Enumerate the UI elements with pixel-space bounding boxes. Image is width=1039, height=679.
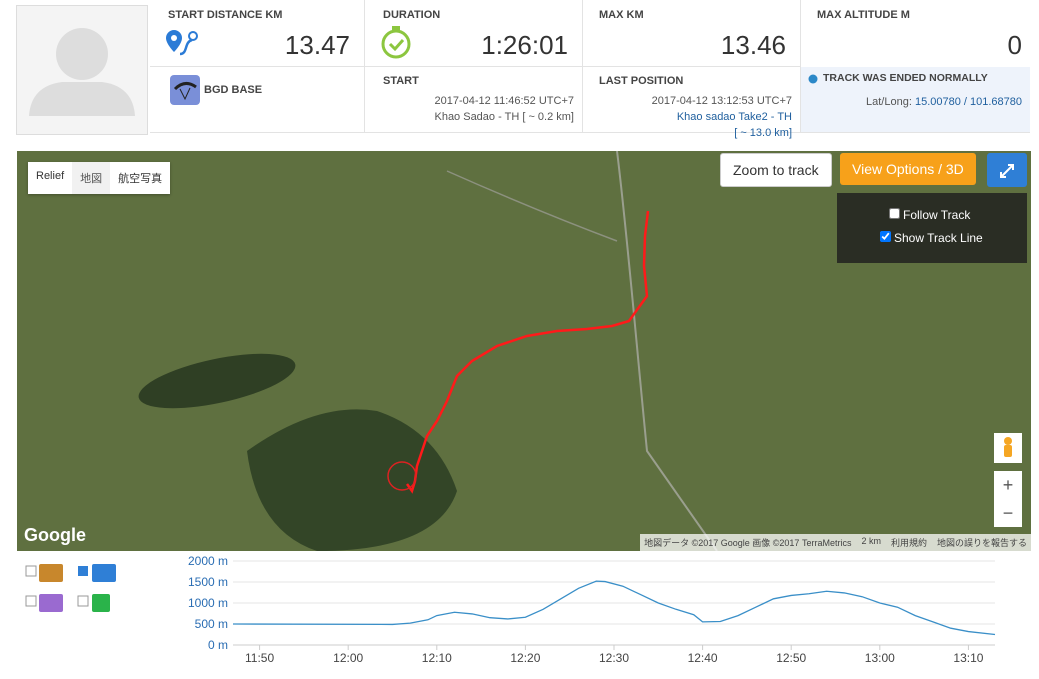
report-link[interactable]: 地図の誤りを報告する: [936, 538, 1027, 548]
x-tick-label: 12:50: [776, 651, 806, 665]
scale: 2 km: [861, 536, 881, 546]
map-type-tabs: Relief 地図 航空写真: [28, 162, 171, 194]
base-name: BGD BASE: [204, 84, 263, 96]
stats-panel: START DISTANCE KM 13.47 DURATION 1:26:01…: [150, 0, 1030, 139]
track-options: Follow Track Show Track Line: [837, 193, 1027, 263]
stat-value: 1:26:01: [481, 30, 568, 60]
stat-label: MAX ALTITUDE M: [817, 9, 910, 21]
x-tick-label: 12:20: [510, 651, 540, 665]
follow-track-option[interactable]: Follow Track: [889, 208, 970, 222]
last-position-cell: LAST POSITION 2017-04-12 13:12:53 UTC+7 …: [583, 67, 801, 139]
start-cell: START 2017-04-12 11:46:52 UTC+7 Khao Sad…: [365, 67, 583, 132]
stat-label: DURATION: [383, 9, 441, 21]
last-position-time: 2017-04-12 13:12:53 UTC+7: [651, 95, 792, 107]
stat-label: START DISTANCE KM: [168, 9, 283, 21]
y-tick-label: 2000 m: [188, 554, 228, 568]
chart-toggles: [25, 564, 125, 619]
stat-value: 13.46: [720, 30, 786, 60]
avatar-icon: [29, 28, 135, 116]
start-label: START: [383, 75, 419, 87]
x-tick-label: 11:50: [245, 651, 274, 665]
stat-label: MAX KM: [599, 9, 644, 21]
zoom-controls: + −: [994, 471, 1022, 527]
altitude-chart: 0 m 500 m 1000 m 1500 m 2000 m 11:50 12:00 12:1…: [188, 554, 996, 665]
latlong-value: 15.00780 / 101.68780: [914, 96, 1022, 108]
zoom-to-track-button[interactable]: Zoom to track: [720, 153, 832, 187]
show-track-option[interactable]: Show Track Line: [880, 231, 983, 245]
stat-value: 0: [1007, 30, 1022, 60]
last-position-label: LAST POSITION: [599, 75, 684, 87]
stat-value: 13.47: [284, 30, 350, 60]
latlong-label: Lat/Long:: [866, 96, 912, 108]
x-tick-label: 12:10: [422, 651, 452, 665]
attribution: 地図データ ©2017 Google 画像 ©2017 TerraMetrics: [644, 538, 852, 548]
y-tick-label: 1000 m: [188, 596, 228, 610]
x-tick-label: 12:30: [599, 651, 629, 665]
map-tab[interactable]: Relief: [36, 170, 65, 182]
map[interactable]: Relief 地図 航空写真 Zoom to track View Option…: [17, 151, 1031, 551]
y-tick-label: 500 m: [195, 617, 228, 631]
altitude-line: [232, 580, 996, 636]
status-dot: [808, 74, 818, 84]
stat-cell: DURATION 1:26:01: [365, 0, 583, 67]
zoom-out[interactable]: −: [1002, 503, 1014, 523]
latlong: Lat/Long: 15.00780 / 101.68780: [866, 96, 1022, 108]
base-icon: [170, 75, 200, 105]
avatar: [16, 5, 148, 135]
last-position-distance: [ ~ 13.0 km]: [734, 127, 792, 139]
stat-cell: MAX KM 13.46: [583, 0, 801, 67]
status-cell: TRACK WAS ENDED NORMALLY Lat/Long: 15.00…: [801, 67, 1030, 132]
street-view-button[interactable]: [994, 433, 1022, 463]
start-time: 2017-04-12 11:46:52 UTC+7: [434, 95, 574, 107]
zoom-in[interactable]: +: [1002, 475, 1014, 495]
x-tick-label: 13:00: [865, 651, 895, 665]
toggle-icons: [25, 564, 116, 612]
distance-icon: [166, 30, 198, 56]
duration-icon: [381, 26, 411, 59]
y-tick-label: 0 m: [208, 638, 228, 652]
checkbox[interactable]: [880, 231, 891, 242]
terms-link[interactable]: 利用規約: [890, 538, 927, 548]
last-position-place[interactable]: Khao sadao Take2 - TH: [676, 111, 792, 123]
base-cell: BGD BASE: [150, 67, 365, 132]
y-tick-label: 1500 m: [188, 575, 228, 589]
x-tick-label: 12:40: [688, 651, 718, 665]
checkbox[interactable]: [889, 208, 900, 219]
option-label: Follow Track: [903, 208, 971, 222]
status-text: TRACK WAS ENDED NORMALLY: [823, 72, 988, 84]
map-tab[interactable]: 地図: [72, 162, 111, 194]
view-options-button[interactable]: View Options / 3D: [840, 153, 976, 185]
stat-cell: MAX ALTITUDE M 0: [801, 0, 1030, 66]
google-logo: Google: [24, 525, 86, 545]
option-label: Show Track Line: [894, 231, 983, 245]
fullscreen-button[interactable]: [987, 153, 1027, 187]
x-tick-label: 12:00: [333, 651, 363, 665]
map-footer: 地図データ ©2017 Google 画像 ©2017 TerraMetrics…: [640, 534, 1031, 551]
start-place: Khao Sadao - TH [ ~ 0.2 km]: [434, 111, 574, 123]
stat-cell: START DISTANCE KM 13.47: [150, 0, 365, 67]
map-tab[interactable]: 航空写真: [118, 173, 163, 185]
x-tick-label: 13:10: [953, 651, 983, 665]
